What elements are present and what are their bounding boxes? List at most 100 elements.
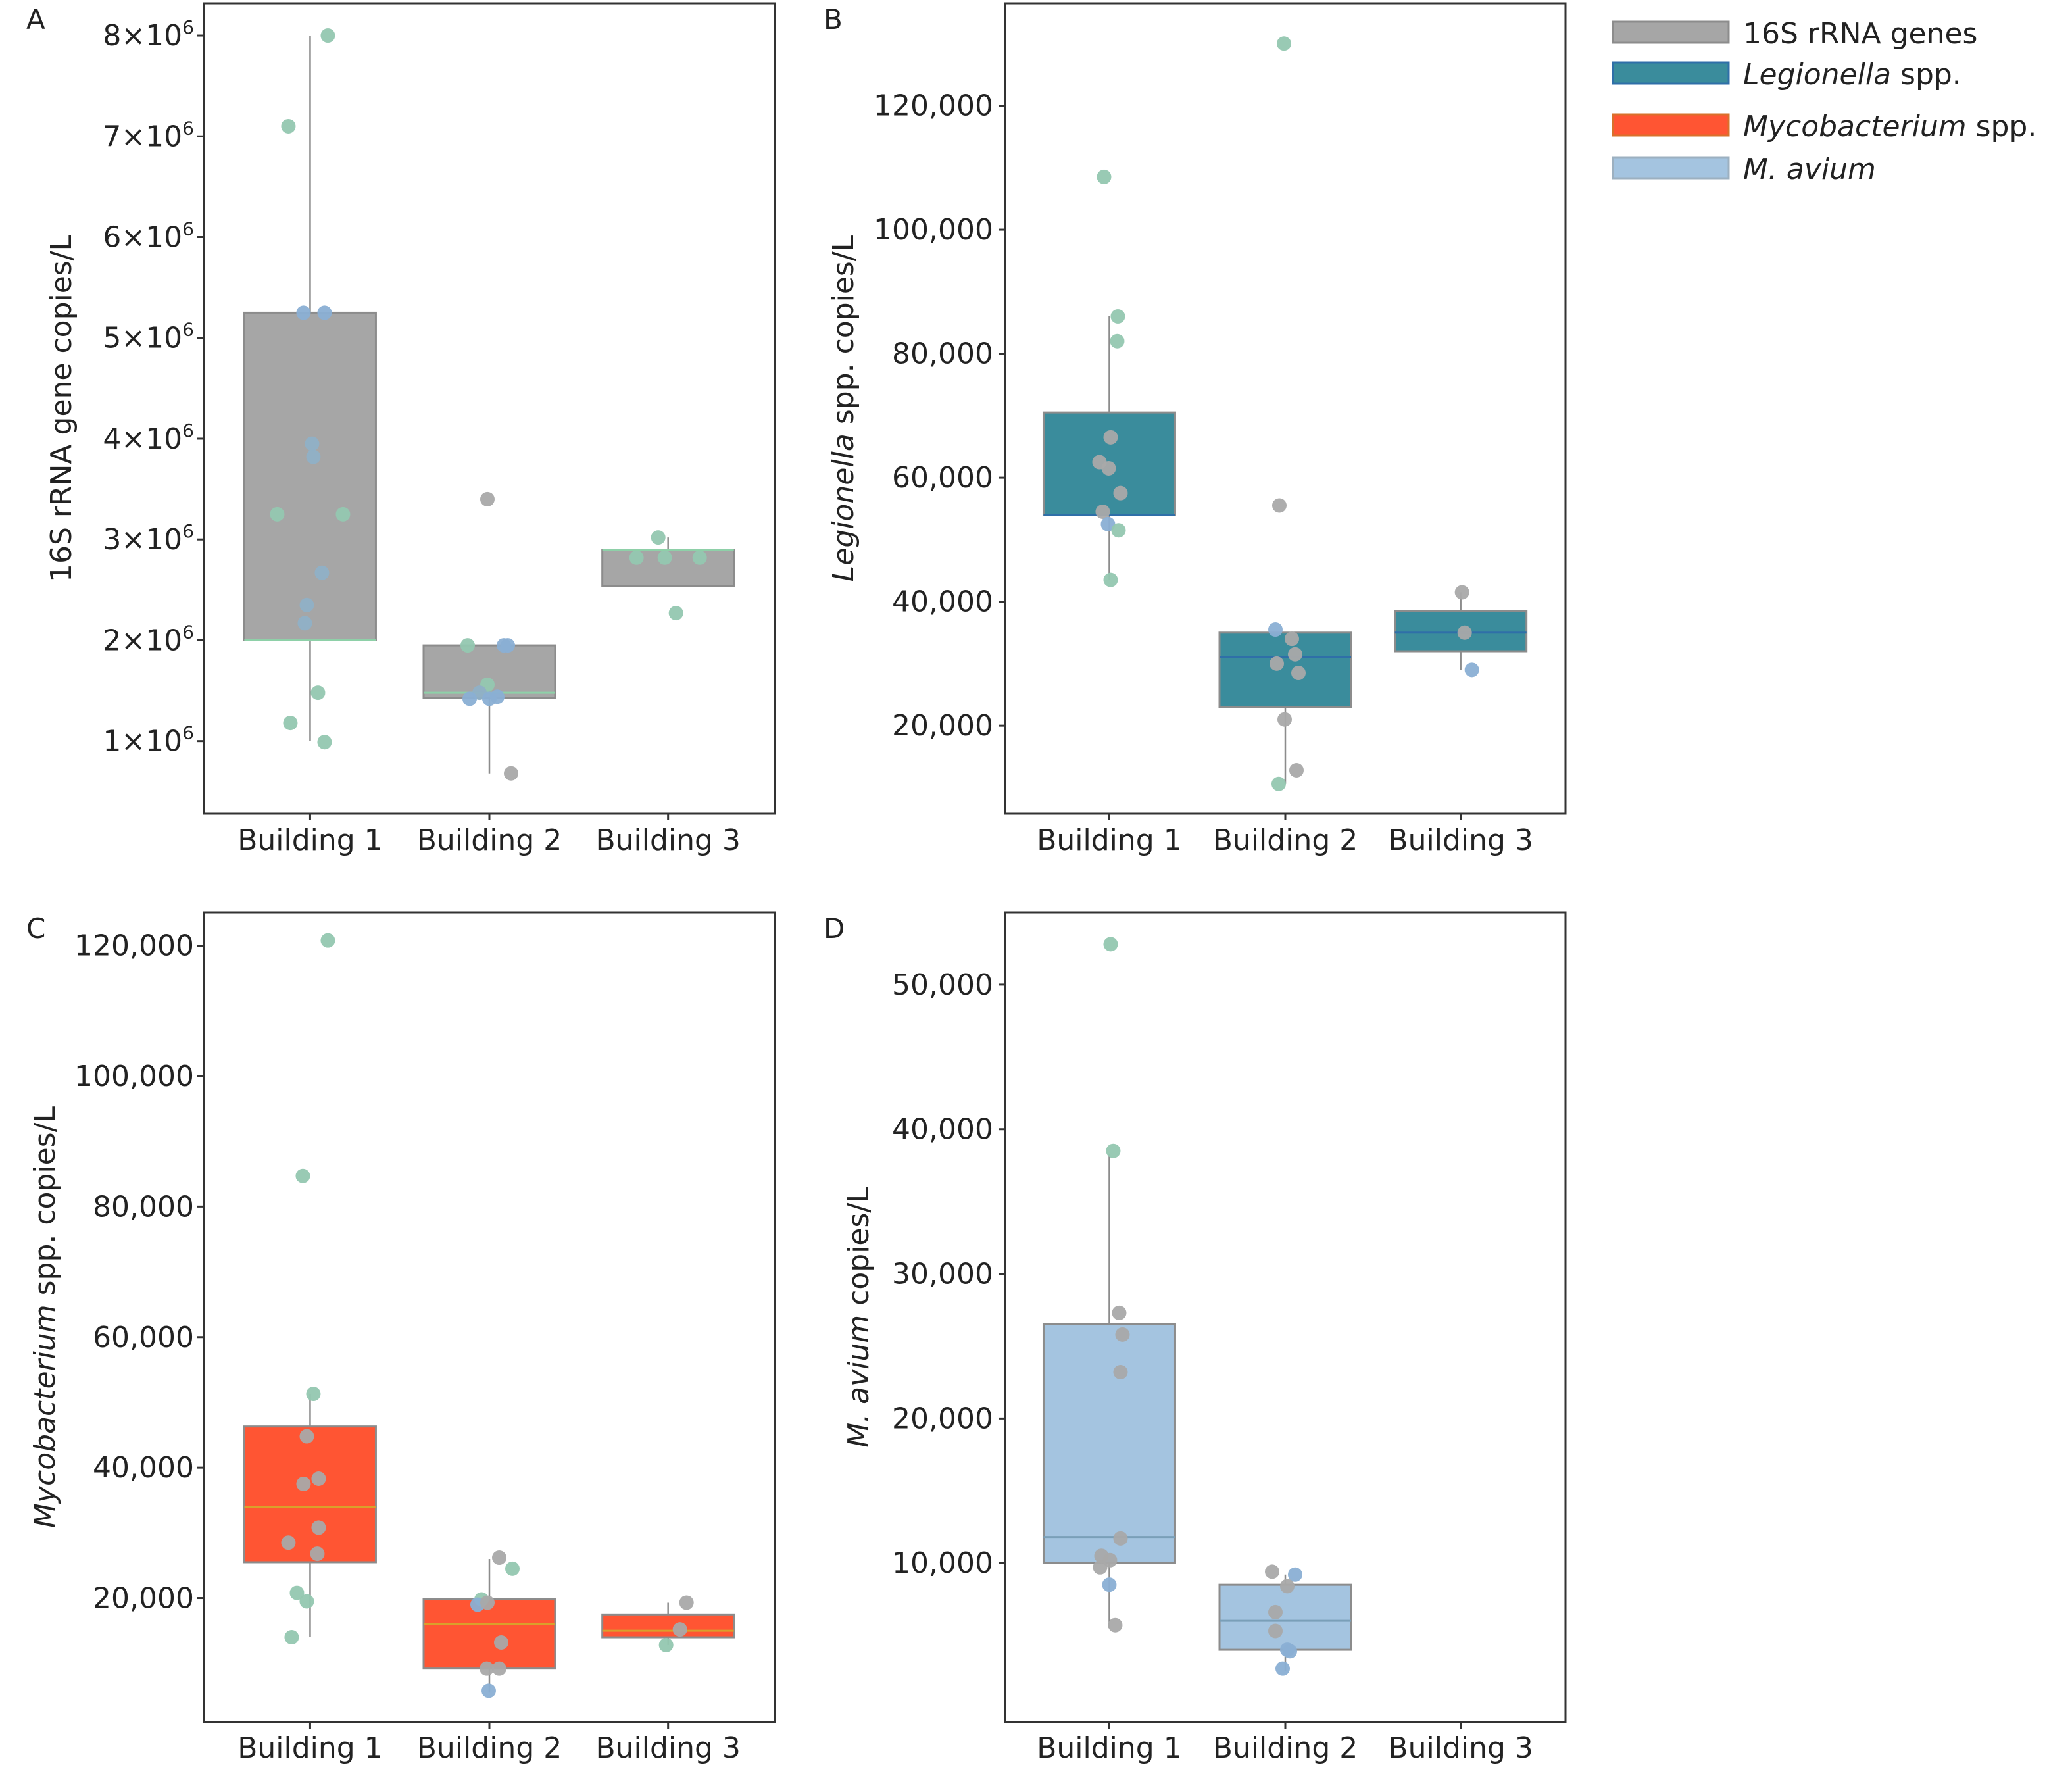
data-point — [310, 1546, 325, 1562]
y-axis-label: Legionella spp. copies/L — [827, 235, 860, 581]
data-point — [289, 1585, 305, 1600]
box-iqr — [601, 549, 735, 587]
data-point — [281, 1535, 296, 1550]
data-point — [505, 1561, 520, 1576]
data-point — [1115, 1327, 1130, 1342]
data-point — [1102, 1577, 1117, 1593]
y-tick-label: 120,000 — [74, 929, 194, 963]
box-2 — [422, 644, 556, 774]
data-point — [1277, 36, 1291, 51]
legend-label-italic: Mycobacterium — [1743, 110, 1967, 143]
panel-letter-a: A — [26, 3, 45, 36]
legend-label-text: spp. — [1891, 58, 1961, 91]
y-tick-mantissa: 5×10 — [103, 322, 182, 355]
y-axis-label: 16S rRNA gene copies/L — [45, 234, 78, 582]
legend-label: Mycobacterium spp. — [1743, 110, 2036, 143]
data-point — [1093, 1560, 1108, 1575]
panel-c: 20,000 40,000 60,000 80,000 100,000 120,000 Bu… — [28, 911, 776, 1765]
data-point — [1101, 460, 1116, 476]
data-point — [1097, 169, 1112, 184]
y-tick-mantissa: 3×10 — [103, 523, 182, 556]
data-point — [1103, 572, 1118, 587]
data-point — [1103, 937, 1118, 952]
data-point — [1100, 516, 1116, 531]
y-tick-label: 80,000 — [892, 337, 993, 371]
y-tick-label: 4×106 — [103, 420, 194, 456]
y-axis-label-italic: M. avium — [842, 1315, 876, 1448]
legend-swatch — [1612, 20, 1730, 44]
panel-letter-c: C — [26, 912, 45, 945]
data-point — [1289, 763, 1304, 778]
x-tick-label: Building 1 — [237, 824, 382, 857]
legend-label: M. avium — [1743, 153, 1876, 186]
y-tick-label: 40,000 — [892, 1113, 993, 1147]
y-tick-label: 100,000 — [74, 1060, 194, 1093]
data-point — [679, 1595, 694, 1610]
data-point — [1272, 498, 1287, 513]
y-tick-label: 2×106 — [103, 621, 194, 657]
x-tick-label: Building 3 — [595, 824, 740, 857]
y-tick-label: 50,000 — [892, 968, 993, 1002]
legend-label: 16S rRNA genes — [1743, 17, 1977, 51]
data-point — [1113, 485, 1128, 501]
y-tick-label: 40,000 — [892, 585, 993, 619]
y-tick-mantissa: 1×10 — [103, 725, 182, 758]
data-point — [482, 691, 497, 706]
data-point — [1454, 585, 1469, 600]
x-tick-label: Building 2 — [417, 824, 562, 857]
box-iqr — [422, 1598, 556, 1670]
data-point — [494, 1635, 508, 1650]
data-point — [1112, 1305, 1127, 1320]
data-point — [504, 766, 518, 781]
data-point — [497, 638, 511, 653]
legend-label: Legionella spp. — [1743, 58, 1961, 91]
box-1 — [243, 36, 377, 741]
y-tick-label: 3×106 — [103, 520, 194, 556]
box-1 — [1042, 1154, 1176, 1629]
y-tick-exponent: 6 — [182, 16, 194, 38]
y-tick-exponent: 6 — [182, 420, 194, 441]
data-point — [1280, 1579, 1295, 1594]
y-tick-label: 80,000 — [93, 1190, 194, 1223]
legend-swatch — [1612, 113, 1730, 137]
legend-swatch — [1612, 156, 1730, 180]
data-point — [305, 436, 320, 451]
y-tick-label: 120,000 — [874, 89, 993, 123]
y-tick-label: 40,000 — [93, 1451, 194, 1485]
box-3 — [601, 537, 735, 587]
data-point — [460, 638, 475, 653]
y-tick-label: 8×106 — [103, 16, 194, 53]
y-axis-label-text: spp. copies/L — [827, 235, 860, 433]
y-tick-mantissa: 4×10 — [103, 422, 182, 456]
data-point — [492, 1661, 506, 1676]
box-1 — [243, 1394, 377, 1638]
legend: 16S rRNA genes Legionella spp. Mycobacteri… — [1612, 17, 2036, 186]
data-point — [480, 1661, 494, 1676]
y-tick-label: 60,000 — [93, 1321, 194, 1354]
panel-letter-d: D — [824, 912, 845, 945]
y-axis-label-italic: Legionella — [827, 433, 860, 581]
panel-b: 20,000 40,000 60,000 80,000 100,000 120,000 Bu… — [827, 2, 1567, 857]
legend-item: M. avium — [1612, 153, 1876, 186]
legend-label-text: 16S rRNA genes — [1743, 17, 1977, 51]
box-iqr — [1394, 610, 1528, 653]
data-point — [492, 1550, 506, 1566]
data-point — [306, 449, 321, 464]
data-point — [310, 685, 326, 701]
data-point — [1108, 1617, 1123, 1633]
y-tick-mantissa: 6×10 — [103, 221, 182, 255]
data-point — [1268, 1604, 1283, 1619]
data-point — [299, 597, 314, 612]
y-tick-exponent: 6 — [182, 319, 194, 341]
y-tick-exponent: 6 — [182, 722, 194, 744]
data-point — [1113, 1365, 1128, 1380]
x-tick-label: Building 2 — [1213, 1731, 1358, 1765]
x-tick-label: Building 2 — [1213, 824, 1358, 857]
y-tick-label: 100,000 — [874, 213, 993, 247]
y-axis-label: Mycobacterium spp. copies/L — [28, 1106, 62, 1528]
x-tick-label: Building 2 — [417, 1731, 562, 1765]
box-iqr — [243, 1425, 377, 1564]
data-point — [1291, 666, 1306, 681]
box-iqr — [1042, 1323, 1176, 1564]
data-point — [320, 28, 335, 43]
